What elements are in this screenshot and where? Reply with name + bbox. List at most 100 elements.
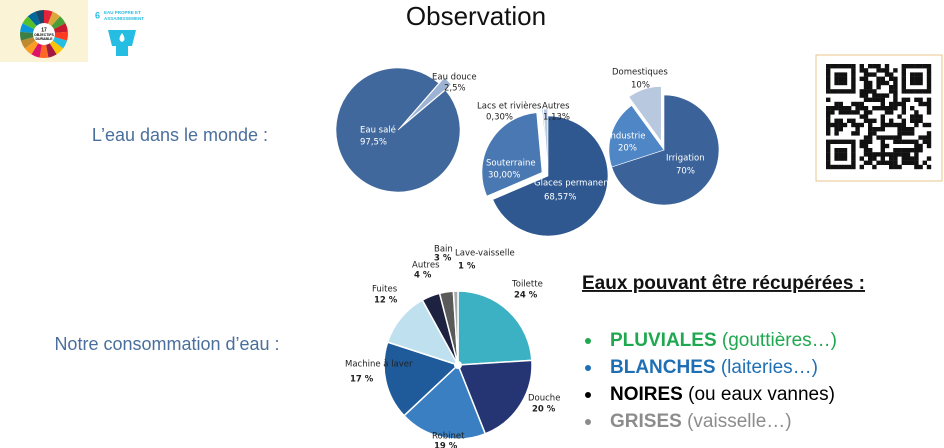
qr-cell bbox=[884, 106, 890, 111]
qr-cell bbox=[834, 106, 839, 111]
qr-cell bbox=[893, 68, 898, 73]
qr-cell bbox=[914, 76, 919, 81]
qr-cell bbox=[834, 127, 839, 132]
qr-cell bbox=[863, 72, 869, 77]
qr-cell bbox=[834, 156, 839, 161]
qr-cell bbox=[834, 72, 839, 77]
qr-cell bbox=[834, 131, 839, 136]
qr-cell bbox=[926, 110, 932, 115]
qr-cell bbox=[880, 106, 885, 111]
qr-cell bbox=[872, 64, 877, 69]
qr-cell bbox=[859, 76, 864, 81]
qr-cell bbox=[880, 160, 885, 165]
qr-cell bbox=[868, 148, 873, 153]
qr-cell bbox=[880, 93, 885, 98]
pie-slice bbox=[481, 112, 543, 197]
qr-cell bbox=[842, 72, 848, 77]
qr-cell bbox=[884, 122, 890, 128]
qr-cell bbox=[897, 135, 902, 140]
item-name: NOIRES bbox=[610, 384, 683, 405]
qr-cell bbox=[922, 139, 927, 144]
qr-cell bbox=[868, 97, 873, 102]
qr-cell bbox=[851, 101, 856, 107]
qr-cell bbox=[826, 110, 831, 115]
qr-cell bbox=[859, 114, 864, 119]
qr-cell bbox=[872, 106, 877, 111]
qr-cell bbox=[901, 97, 906, 102]
qr-cell bbox=[851, 85, 856, 90]
slice-label: Bain bbox=[434, 245, 453, 255]
qr-cell bbox=[876, 106, 881, 111]
qr-cell bbox=[893, 135, 898, 140]
qr-cell bbox=[830, 89, 835, 94]
qr-cell bbox=[868, 89, 873, 94]
qr-cell bbox=[901, 106, 906, 111]
qr-cell bbox=[859, 101, 864, 107]
qr-cell bbox=[851, 164, 856, 170]
qr-cell bbox=[901, 72, 906, 77]
qr-cell bbox=[880, 122, 885, 128]
qr-cell bbox=[926, 131, 932, 136]
qr-cell bbox=[889, 160, 894, 165]
qr-cell bbox=[859, 89, 864, 94]
slice-label: Glaces permanentes bbox=[534, 179, 622, 189]
qr-cell bbox=[859, 139, 864, 144]
item-name: GRISES bbox=[610, 411, 682, 432]
qr-cell bbox=[838, 72, 843, 77]
slice-value-label: 17 % bbox=[350, 375, 374, 385]
qr-cell bbox=[826, 106, 831, 111]
qr-cell bbox=[872, 152, 877, 157]
qr-cell bbox=[842, 148, 848, 153]
qr-cell bbox=[826, 64, 831, 69]
pie-slice bbox=[543, 108, 549, 170]
qr-cell bbox=[847, 139, 852, 144]
bullet bbox=[585, 365, 591, 371]
qr-cell bbox=[868, 85, 873, 90]
qr-cell bbox=[905, 97, 911, 102]
qr-cell bbox=[880, 118, 885, 123]
qr-cell bbox=[884, 72, 890, 77]
qr-cell bbox=[826, 114, 831, 119]
qr-cell bbox=[901, 76, 906, 81]
qr-cell bbox=[863, 148, 869, 153]
qr-cell bbox=[893, 160, 898, 165]
qr-cell bbox=[826, 139, 831, 144]
qr-cell bbox=[851, 143, 856, 149]
qr-cell bbox=[889, 152, 894, 157]
slice-label: Fuites bbox=[372, 285, 398, 295]
slice-value-label: 0,30% bbox=[486, 113, 513, 123]
qr-cell bbox=[889, 156, 894, 161]
qr-cell bbox=[838, 122, 843, 128]
qr-cell bbox=[901, 85, 906, 90]
qr-cell bbox=[863, 160, 869, 165]
qr-cell bbox=[830, 122, 835, 128]
qr-cell bbox=[868, 152, 873, 157]
qr-cell bbox=[838, 152, 843, 157]
qr-cell bbox=[872, 93, 877, 98]
qr-cell bbox=[863, 93, 869, 98]
slice-value-label: 19 % bbox=[434, 442, 458, 448]
slice-value-label: 68,57% bbox=[544, 193, 576, 203]
qr-cell bbox=[859, 106, 864, 111]
qr-cell bbox=[826, 76, 831, 81]
qr-cell bbox=[826, 89, 831, 94]
qr-cell bbox=[914, 89, 919, 94]
qr-cell bbox=[830, 106, 835, 111]
qr-cell bbox=[914, 148, 919, 153]
qr-cell bbox=[834, 122, 839, 128]
qr-cell bbox=[826, 131, 831, 136]
qr-cell bbox=[893, 93, 898, 98]
qr-cell bbox=[830, 164, 835, 170]
qr-cell bbox=[876, 135, 881, 140]
qr-cell bbox=[868, 80, 873, 86]
qr-cell bbox=[863, 118, 869, 123]
slice-value-label: 20% bbox=[618, 144, 637, 154]
slice-label: Souterraine bbox=[486, 159, 536, 169]
sdg-segment bbox=[39, 34, 49, 58]
qr-cell bbox=[834, 118, 839, 123]
qr-cell bbox=[838, 118, 843, 123]
qr-cell bbox=[842, 76, 848, 81]
qr-cell bbox=[884, 68, 890, 73]
